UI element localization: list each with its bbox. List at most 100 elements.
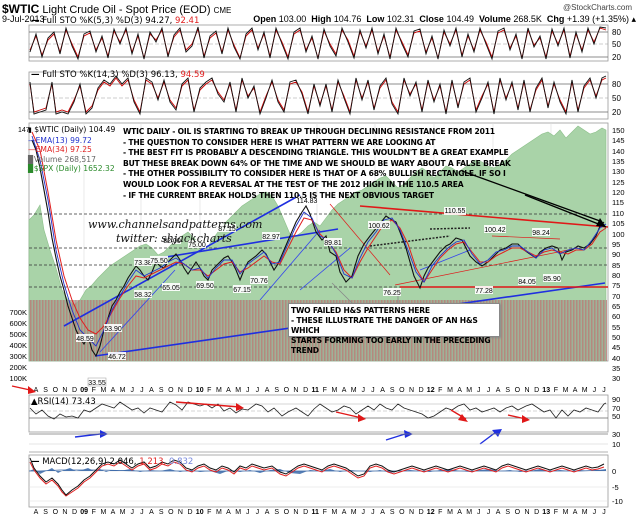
- x-axis-tick: A: [149, 509, 154, 516]
- x-axis-upper: A S O N D 09 F M A M J J A S O N D 10 F M A M J J A S O N D 11 F M A M J J A…: [34, 387, 606, 394]
- svg-text:0: 0: [612, 467, 616, 476]
- x-axis-tick: S: [274, 509, 279, 516]
- svg-text:400K: 400K: [9, 341, 27, 350]
- x-axis-tick: M: [331, 387, 337, 394]
- x-axis-tick: N: [524, 387, 529, 394]
- x-axis-tick: A: [496, 509, 501, 516]
- chart-date: 9-Jul-2013: [2, 14, 45, 24]
- high-value: 104.76: [333, 14, 362, 24]
- x-axis-tick: M: [563, 387, 569, 394]
- x-axis-tick: 13: [542, 387, 550, 394]
- x-axis-tick: 11: [311, 509, 319, 516]
- x-axis-tick: J: [131, 509, 135, 516]
- svg-text:140: 140: [612, 147, 625, 156]
- x-axis-tick: A: [265, 387, 270, 394]
- svg-text:115: 115: [612, 198, 624, 207]
- copyright: @StockCharts.com: [562, 3, 632, 12]
- x-axis-tick: J: [140, 509, 144, 516]
- x-axis-tick: A: [265, 509, 270, 516]
- x-axis-tick: S: [505, 387, 510, 394]
- low-value: 102.31: [386, 14, 415, 24]
- sto-5-3-panel: [28, 24, 609, 62]
- volume-axis: 700K 600K 500K 400K 300K 200K 100K: [9, 308, 27, 383]
- x-axis-tick: M: [466, 509, 472, 516]
- x-axis-tick: S: [505, 509, 510, 516]
- x-axis-tick: S: [274, 387, 279, 394]
- arrow-head-icon: [596, 218, 606, 227]
- x-axis-tick: M: [216, 387, 222, 394]
- x-axis-tick: O: [168, 509, 174, 516]
- x-axis-lower: A S O N D 09 F M A M J J A S O N D 10 F M A M J J A S O N D 11 F M A M J J A…: [34, 509, 606, 516]
- x-axis-tick: A: [342, 509, 347, 516]
- x-axis-tick: J: [477, 387, 481, 394]
- x-axis-tick: N: [409, 509, 414, 516]
- svg-text:30: 30: [612, 374, 620, 383]
- svg-text:145: 145: [612, 136, 625, 145]
- x-axis-tick: F: [438, 387, 442, 394]
- svg-text:75.00: 75.00: [188, 242, 206, 249]
- svg-text:35: 35: [612, 364, 620, 373]
- x-axis-tick: N: [62, 509, 67, 516]
- legend-ema34: —EMA(34) 97.25: [28, 145, 92, 155]
- svg-text:60: 60: [612, 312, 620, 321]
- svg-text:700K: 700K: [9, 308, 27, 317]
- x-axis-tick: J: [246, 387, 250, 394]
- analysis-annotation: WTIC DAILY - OIL IS STARTING TO BREAK UP…: [123, 127, 511, 200]
- watermark-url: www.channelsandpatterns.com: [88, 218, 263, 231]
- x-axis-tick: D: [419, 387, 424, 394]
- x-axis-tick: 11: [311, 387, 319, 394]
- svg-text:120: 120: [612, 188, 625, 197]
- svg-text:40: 40: [612, 354, 620, 363]
- x-axis-tick: D: [187, 509, 192, 516]
- x-axis-tick: 09: [80, 387, 88, 394]
- x-axis-tick: S: [43, 509, 48, 516]
- svg-text:100: 100: [612, 230, 625, 239]
- x-axis-tick: D: [534, 387, 539, 394]
- x-axis-tick: O: [284, 387, 290, 394]
- x-axis-tick: J: [477, 509, 481, 516]
- x-axis-tick: O: [399, 387, 405, 394]
- x-axis-tick: S: [390, 509, 395, 516]
- sto2-label: — Full STO %K(14,3) %D(3) 96.13, 94.59: [31, 70, 205, 80]
- svg-text:114.83: 114.83: [297, 198, 318, 205]
- x-axis-tick: 13: [542, 509, 550, 516]
- svg-text:50: 50: [612, 333, 620, 342]
- svg-text:65: 65: [612, 302, 620, 311]
- svg-text:69.50: 69.50: [196, 283, 214, 290]
- x-axis-tick: J: [371, 509, 375, 516]
- x-axis-tick: J: [487, 509, 491, 516]
- svg-text:105: 105: [612, 219, 625, 228]
- x-axis-tick: O: [515, 509, 521, 516]
- x-axis-tick: J: [131, 387, 135, 394]
- rsi-icon: ▲: [31, 397, 38, 407]
- x-axis-tick: O: [284, 509, 290, 516]
- x-axis-tick: A: [380, 387, 385, 394]
- chart-title: $WTIC Light Crude Oil - Spot Price (EOD)…: [2, 2, 231, 16]
- x-axis-tick: F: [323, 387, 327, 394]
- svg-text:50: 50: [612, 412, 620, 421]
- x-axis-tick: F: [207, 387, 211, 394]
- x-axis-tick: F: [554, 509, 558, 516]
- x-axis-tick: O: [53, 387, 59, 394]
- x-axis-tick: J: [362, 387, 366, 394]
- svg-text:70.76: 70.76: [250, 278, 268, 285]
- x-axis-tick: 10: [196, 387, 204, 394]
- svg-text:85: 85: [612, 261, 620, 270]
- main-price-panel: [28, 122, 609, 362]
- svg-text:20: 20: [612, 108, 621, 117]
- instrument-name: Light Crude Oil - Spot Price (EOD): [42, 4, 211, 16]
- svg-text:130: 130: [612, 167, 625, 176]
- arrow-annotation: [461, 170, 607, 228]
- svg-text:90: 90: [612, 395, 620, 404]
- svg-text:76.25: 76.25: [383, 290, 401, 297]
- rsi-axis: 90 70 50 30 10: [612, 395, 620, 449]
- svg-text:84.05: 84.05: [518, 279, 536, 286]
- svg-text:85.90: 85.90: [543, 276, 561, 283]
- svg-text:110.55: 110.55: [445, 208, 466, 215]
- x-axis-tick: D: [72, 509, 77, 516]
- svg-text:87.15: 87.15: [218, 226, 236, 233]
- svg-text:10: 10: [612, 440, 620, 449]
- x-axis-tick: O: [53, 509, 59, 516]
- svg-text:80: 80: [612, 80, 621, 89]
